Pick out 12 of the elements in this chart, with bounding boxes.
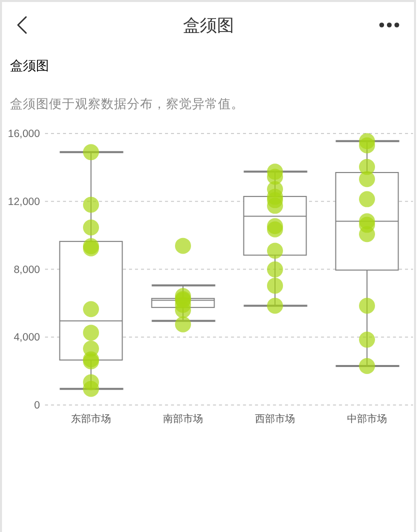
x-tick-label: 南部市场 <box>163 414 203 425</box>
x-tick-label: 中部市场 <box>347 414 387 425</box>
y-tick-label: 12,000 <box>8 196 40 208</box>
x-tick-label: 西部市场 <box>255 414 295 425</box>
y-tick-label: 16,000 <box>8 128 40 140</box>
y-tick-label: 0 <box>34 400 40 412</box>
y-tick-label: 8,000 <box>14 264 40 276</box>
x-tick-label: 东部市场 <box>71 414 111 425</box>
annotation: 盒须图 <box>183 16 234 35</box>
y-tick-label: 4,000 <box>14 332 40 344</box>
title: 盒须图 <box>10 58 49 73</box>
subtitle: 盒须图便于观察数据分布，察觉异常值。 <box>10 97 244 111</box>
